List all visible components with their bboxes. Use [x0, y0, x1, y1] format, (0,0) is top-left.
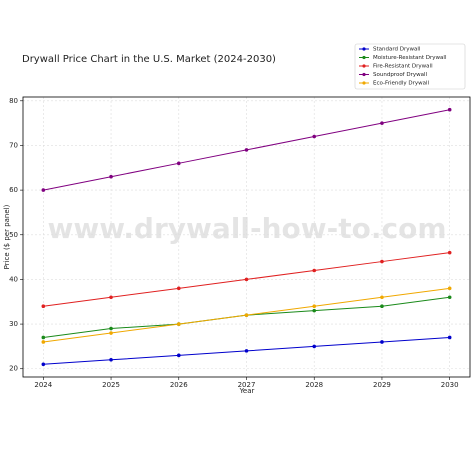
point — [109, 331, 113, 335]
x-tick-label: 2026 — [170, 381, 188, 389]
x-tick-label: 2024 — [34, 381, 52, 389]
point — [244, 313, 249, 317]
point — [380, 259, 384, 264]
legend-label: Moisture-Resistant Drywall — [373, 55, 447, 61]
legend-label: Standard Drywall — [373, 47, 421, 53]
point — [380, 304, 384, 309]
legend-label: Eco-Friendly Drywall — [373, 81, 430, 87]
point — [41, 362, 46, 367]
y-tick-label: 50 — [9, 231, 18, 239]
legend-marker — [362, 64, 366, 68]
chart-title: Drywall Price Chart in the U.S. Market (… — [22, 54, 276, 65]
point — [176, 353, 181, 358]
point — [41, 340, 46, 344]
point — [41, 188, 46, 192]
x-tick-label: 2025 — [102, 381, 120, 389]
y-tick-label: 70 — [9, 141, 18, 149]
point — [176, 161, 181, 166]
x-tick-label: 2029 — [373, 381, 391, 389]
point — [244, 148, 249, 152]
point — [109, 326, 113, 331]
legend-label: Fire-Resistant Drywall — [373, 64, 433, 70]
legend-label: Soundproof Drywall — [373, 72, 428, 78]
point — [109, 358, 113, 362]
legend-marker — [362, 81, 366, 85]
y-tick-label: 60 — [9, 186, 18, 194]
point — [176, 322, 181, 326]
point — [447, 107, 452, 112]
point — [312, 308, 317, 313]
point — [312, 268, 317, 273]
point — [109, 295, 113, 300]
legend-marker — [362, 55, 366, 60]
y-axis-label: Price ($ per panel) — [3, 204, 11, 269]
x-axis-label: Year — [239, 387, 255, 395]
point — [447, 286, 452, 291]
plot-frame — [22, 96, 471, 378]
point — [447, 250, 452, 255]
point — [41, 335, 46, 340]
point — [41, 304, 46, 309]
point — [244, 349, 249, 353]
point — [176, 286, 181, 291]
y-tick-label: 40 — [9, 275, 18, 283]
point — [312, 134, 317, 139]
point — [380, 295, 384, 300]
point — [109, 174, 113, 179]
watermark: www.drywall-how-to.com — [47, 212, 446, 245]
point — [312, 344, 317, 349]
point — [312, 304, 317, 309]
x-tick-label: 2027 — [238, 381, 256, 389]
point — [447, 295, 452, 300]
point — [380, 340, 384, 344]
legend-box — [354, 43, 466, 90]
legend-marker — [362, 47, 366, 51]
x-tick-label: 2030 — [441, 381, 459, 389]
y-tick-label: 80 — [9, 97, 18, 105]
y-tick-label: 30 — [9, 320, 18, 328]
point — [447, 335, 452, 340]
legend-marker — [362, 72, 366, 77]
point — [244, 277, 249, 282]
x-tick-label: 2028 — [305, 381, 323, 389]
y-tick-label: 20 — [9, 365, 18, 373]
point — [380, 121, 384, 125]
